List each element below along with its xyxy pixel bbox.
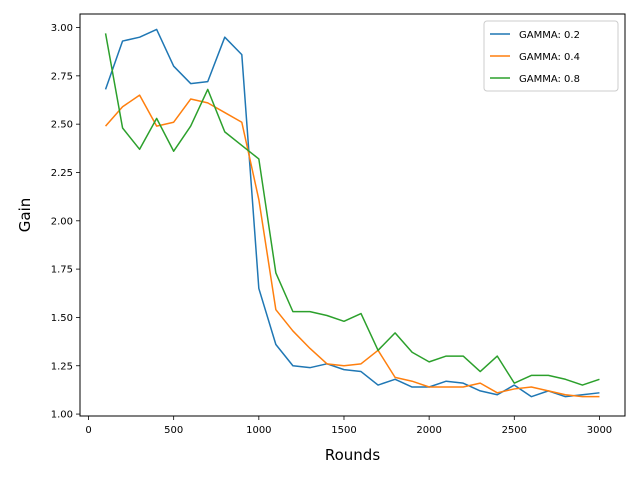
x-axis: 0 500 1000 1500 2000 2500 3000 xyxy=(85,416,612,436)
y-tick-label: 1.25 xyxy=(51,361,73,372)
series-layer xyxy=(104,28,600,398)
x-tick-label: 3000 xyxy=(587,425,612,436)
legend-label: GAMMA: 0.8 xyxy=(519,74,580,85)
y-tick-label: 1.75 xyxy=(51,265,73,276)
series-line-3 xyxy=(104,33,600,386)
series-line-2 xyxy=(104,94,600,398)
series-line-1 xyxy=(104,28,600,398)
x-tick-label: 2000 xyxy=(416,425,441,436)
y-axis-title: Gain xyxy=(16,198,34,233)
y-axis: 1.00 1.25 1.50 1.75 2.00 2.25 2.50 2.75 3.00 xyxy=(51,23,80,421)
y-tick-label: 1.50 xyxy=(51,313,73,324)
x-tick-label: 1500 xyxy=(331,425,356,436)
x-tick-label: 2500 xyxy=(502,425,527,436)
x-axis-title: Rounds xyxy=(325,446,380,464)
y-tick-label: 3.00 xyxy=(51,23,73,34)
y-tick-label: 2.00 xyxy=(51,216,73,227)
x-tick-label: 500 xyxy=(164,425,183,436)
y-tick-label: 2.25 xyxy=(51,168,73,179)
y-tick-label: 1.00 xyxy=(51,410,73,421)
y-tick-label: 2.75 xyxy=(51,71,73,82)
x-tick-label: 0 xyxy=(85,425,91,436)
plot-frame xyxy=(79,13,626,417)
y-tick-label: 2.50 xyxy=(51,120,73,131)
legend-label: GAMMA: 0.4 xyxy=(519,52,580,63)
legend-box xyxy=(483,20,619,92)
legend: GAMMA: 0.2 GAMMA: 0.4 GAMMA: 0.8 xyxy=(483,20,619,92)
x-tick-label: 1000 xyxy=(246,425,271,436)
legend-label: GAMMA: 0.2 xyxy=(519,30,580,41)
